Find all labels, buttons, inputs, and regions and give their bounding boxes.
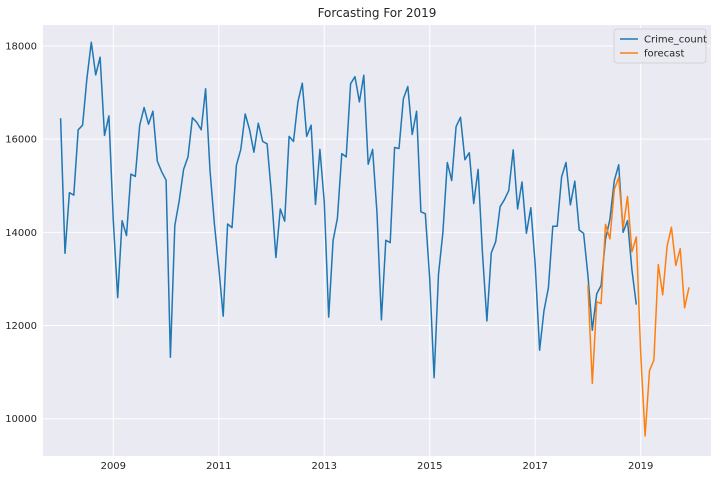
grid-lines (43, 25, 711, 456)
legend-box (613, 28, 707, 64)
plot-area (43, 25, 711, 456)
series-layer (59, 41, 690, 437)
legend: Crime_count forecast (613, 28, 707, 64)
x-tick-label: 2011 (206, 461, 231, 472)
y-tick-label: 12000 (5, 321, 37, 332)
x-tick-label: 2009 (101, 461, 126, 472)
x-tick-labels: 2009 2011 2013 2015 2017 2019 (101, 461, 654, 472)
y-tick-label: 14000 (5, 228, 37, 239)
y-tick-label: 16000 (5, 135, 37, 146)
series-line-forecast (587, 176, 690, 437)
y-tick-labels: 10000 12000 14000 16000 18000 (5, 41, 37, 425)
legend-label: Crime_count (644, 35, 707, 46)
legend-label: forecast (644, 49, 685, 60)
y-tick-label: 10000 (5, 414, 37, 425)
x-tick-label: 2013 (312, 461, 337, 472)
x-tick-label: 2019 (628, 461, 653, 472)
series-line-crime-count (59, 41, 638, 379)
y-tick-label: 18000 (5, 41, 37, 52)
chart-title: Forcasting For 2019 (318, 6, 437, 20)
x-tick-label: 2017 (522, 461, 547, 472)
x-tick-label: 2015 (417, 461, 442, 472)
